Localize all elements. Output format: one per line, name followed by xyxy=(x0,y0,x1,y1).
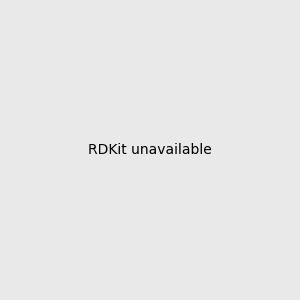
Text: RDKit unavailable: RDKit unavailable xyxy=(88,143,212,157)
